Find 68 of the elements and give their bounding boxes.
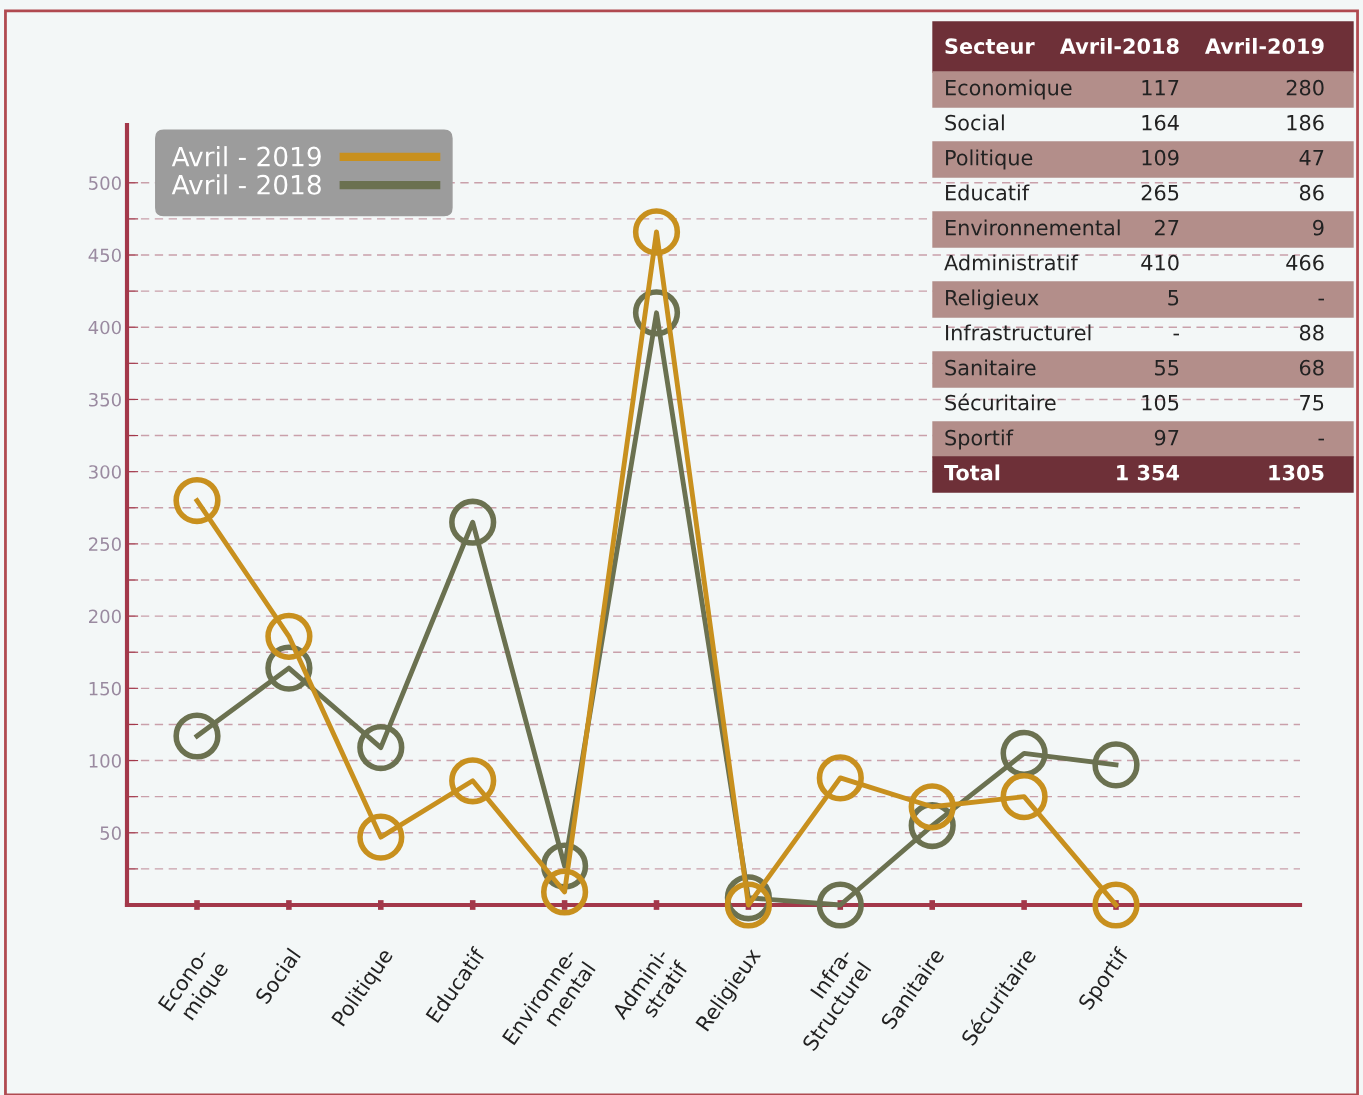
annotation: Sanitaire — [945, 359, 1036, 376]
point — [357, 723, 405, 772]
text: 88 — [1299, 324, 1324, 341]
annotation: 105 — [1142, 394, 1179, 411]
text: 186 — [1287, 114, 1324, 131]
annotation: Educatif — [946, 184, 1030, 201]
text: 75 — [1300, 395, 1324, 411]
y-tick-label: 450 — [88, 248, 121, 263]
y-tick-label: 200 — [89, 609, 121, 624]
y-tick-label: 50 — [100, 826, 121, 840]
annotation: Environnemental — [946, 219, 1120, 236]
text: 9 — [1313, 219, 1324, 236]
y-tick-label: 300 — [89, 465, 121, 479]
y-tick-label: 150 — [89, 681, 121, 696]
point — [173, 712, 221, 760]
text: - — [1318, 298, 1324, 301]
annotation: 55 — [1155, 360, 1179, 376]
text: 1305 — [1269, 464, 1324, 481]
point — [1092, 881, 1140, 929]
point — [1000, 773, 1048, 821]
y-tick-label: 250 — [89, 537, 121, 552]
text: 47 — [1299, 150, 1324, 166]
point — [816, 881, 864, 929]
point — [357, 813, 405, 861]
text: Avril-2018 — [1059, 37, 1179, 55]
annotation: Religieux — [946, 289, 1039, 310]
y-tick-label: 100 — [89, 754, 121, 768]
annotation: Sécuritaire — [945, 393, 1056, 411]
point — [173, 476, 221, 525]
y-tick-label: 350 — [89, 392, 121, 407]
point — [449, 757, 497, 805]
point — [724, 881, 773, 929]
y-tick-label: 500 — [89, 176, 121, 190]
text: 5 — [1168, 290, 1179, 306]
text: Secteur — [945, 38, 1035, 55]
annotation: 109 — [1142, 149, 1179, 166]
annotation: Social — [945, 114, 1004, 131]
annotation: Politique — [946, 149, 1033, 170]
annotation: Total — [944, 464, 1000, 481]
annotation: Sportif — [945, 429, 1014, 450]
text: Avril-2019 — [1204, 37, 1324, 55]
annotation: 97 — [1154, 429, 1179, 446]
annotation: Infrastructurel — [946, 324, 1091, 341]
point — [632, 208, 681, 256]
y-tick-label: 400 — [88, 320, 121, 335]
annotation: 164 — [1142, 114, 1179, 131]
text: 117 — [1142, 80, 1179, 96]
text: Economique — [946, 79, 1072, 100]
point — [449, 498, 497, 546]
point — [540, 868, 589, 916]
legend-label: Avril - 2019 — [171, 146, 321, 167]
point — [1000, 729, 1048, 777]
legend-label: Avril - 2018 — [171, 174, 321, 195]
point — [908, 783, 956, 831]
annotation: 410 — [1141, 254, 1179, 271]
text: 68 — [1299, 359, 1324, 376]
annotation: Administratif — [944, 254, 1079, 271]
text: 86 — [1299, 184, 1324, 201]
annotation: 1 354 — [1117, 464, 1180, 481]
text: 280 — [1286, 79, 1324, 96]
text: - — [1173, 333, 1179, 336]
point — [265, 612, 313, 660]
text: - — [1318, 438, 1324, 441]
point — [816, 754, 864, 802]
annotation: 27 — [1155, 219, 1179, 236]
annotation: 265 — [1141, 184, 1179, 201]
text: 466 — [1286, 254, 1324, 271]
point — [1092, 741, 1140, 789]
